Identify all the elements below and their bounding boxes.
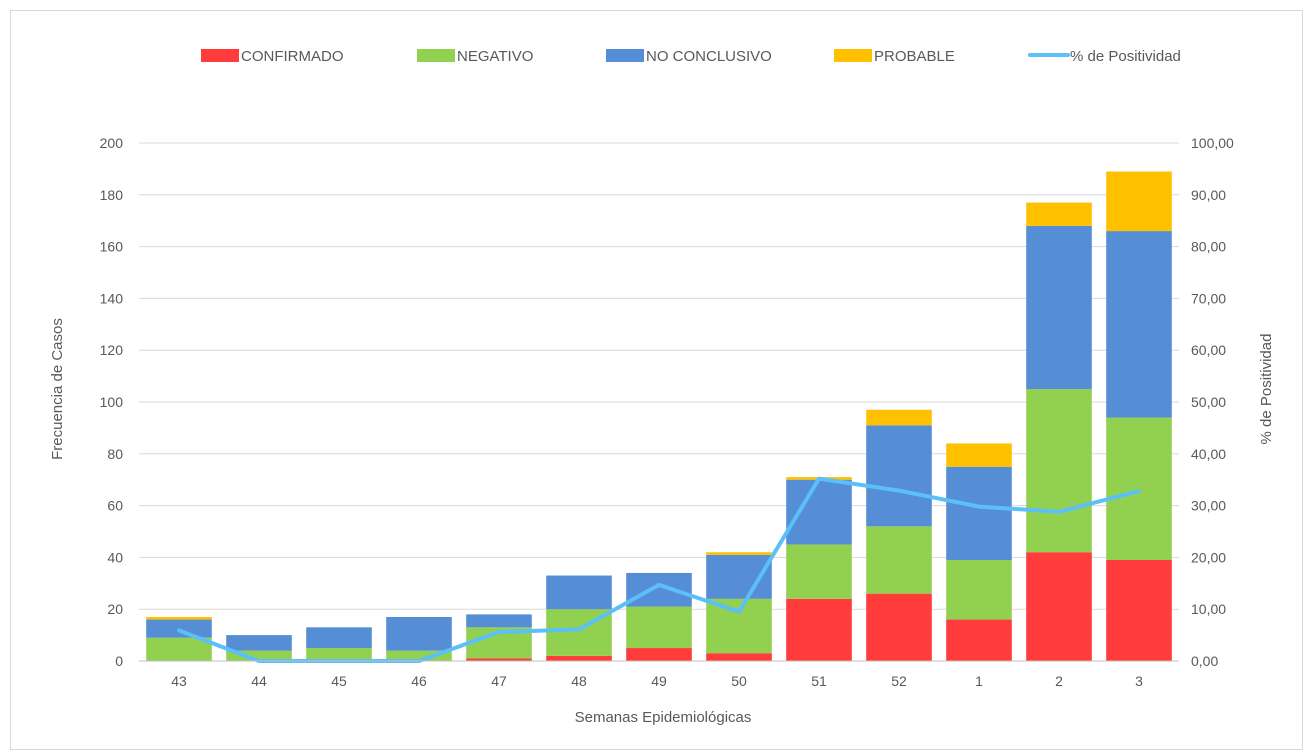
- x-tick-label: 46: [411, 673, 427, 689]
- bar-probable-3: [1106, 171, 1172, 232]
- y2-tick-label: 30,00: [1191, 498, 1226, 514]
- y-tick-label: 180: [100, 187, 124, 203]
- bar-confirmado-51: [786, 598, 852, 661]
- legend-swatch: [834, 49, 872, 62]
- bars: [146, 171, 1172, 661]
- legend-label: CONFIRMADO: [241, 48, 344, 65]
- bar-confirmado-52: [866, 593, 932, 661]
- y-tick-label: 0: [115, 653, 123, 669]
- x-axis-label: Semanas Epidemiológicas: [575, 709, 752, 726]
- bar-no-conclusivo-47: [466, 614, 532, 628]
- bar-no-conclusivo-52: [866, 425, 932, 527]
- x-tick-label: 3: [1135, 673, 1143, 689]
- x-tick-label: 1: [975, 673, 983, 689]
- bar-no-conclusivo-2: [1026, 225, 1092, 390]
- bar-negativo-1: [946, 559, 1012, 620]
- y-tick-label: 100: [100, 394, 124, 410]
- y-tick-label: 120: [100, 342, 124, 358]
- axes: 0 0,00 20 10,00 40 20,00 60 30,00 80 40,00 100 50,0…: [100, 135, 1234, 689]
- y2-tick-label: 0,00: [1191, 653, 1218, 669]
- y-tick-label: 60: [107, 498, 123, 514]
- y2-tick-label: 70,00: [1191, 290, 1226, 306]
- y2-axis-label: % de Positividad: [1258, 334, 1275, 445]
- bar-negativo-2: [1026, 389, 1092, 553]
- y-axis-label: Frecuencia de Casos: [49, 318, 66, 460]
- y-tick-label: 160: [100, 239, 124, 255]
- bar-probable-43: [146, 616, 212, 620]
- y2-tick-label: 40,00: [1191, 446, 1226, 462]
- bar-negativo-46: [386, 650, 452, 661]
- bar-confirmado-49: [626, 648, 692, 661]
- x-tick-label: 52: [891, 673, 907, 689]
- x-tick-label: 51: [811, 673, 827, 689]
- bar-negativo-51: [786, 544, 852, 599]
- bar-negativo-52: [866, 526, 932, 594]
- bar-confirmado-1: [946, 619, 1012, 661]
- bar-no-conclusivo-45: [306, 627, 372, 649]
- gridlines: [139, 142, 1179, 662]
- y-tick-label: 140: [100, 290, 124, 306]
- legend-swatch: [606, 49, 644, 62]
- x-tick-label: 43: [171, 673, 187, 689]
- legend-label: NO CONCLUSIVO: [646, 48, 772, 65]
- y-tick-label: 200: [100, 135, 124, 151]
- x-tick-label: 45: [331, 673, 347, 689]
- y2-tick-label: 60,00: [1191, 342, 1226, 358]
- bar-no-conclusivo-44: [226, 635, 292, 651]
- bar-no-conclusivo-51: [786, 479, 852, 545]
- y2-tick-label: 80,00: [1191, 239, 1226, 255]
- y2-tick-label: 50,00: [1191, 394, 1226, 410]
- chart-frame: 0 0,00 20 10,00 40 20,00 60 30,00 80 40,00 100 50,0…: [10, 10, 1303, 750]
- bar-negativo-49: [626, 606, 692, 649]
- legend: CONFIRMADO NEGATIVO NO CONCLUSIVO PROBABLE%…: [201, 48, 1181, 65]
- x-tick-label: 2: [1055, 673, 1063, 689]
- x-tick-label: 48: [571, 673, 587, 689]
- x-tick-label: 49: [651, 673, 667, 689]
- bar-confirmado-2: [1026, 552, 1092, 661]
- bar-no-conclusivo-3: [1106, 231, 1172, 418]
- y2-tick-label: 100,00: [1191, 135, 1234, 151]
- chart: 0 0,00 20 10,00 40 20,00 60 30,00 80 40,00 100 50,0…: [49, 48, 1275, 726]
- y2-tick-label: 10,00: [1191, 601, 1226, 617]
- y2-tick-label: 20,00: [1191, 549, 1226, 565]
- y2-tick-label: 90,00: [1191, 187, 1226, 203]
- bar-confirmado-50: [706, 653, 772, 661]
- bar-confirmado-47: [466, 658, 532, 661]
- y-tick-label: 20: [107, 601, 123, 617]
- bar-negativo-43: [146, 637, 212, 661]
- y-tick-label: 40: [107, 549, 123, 565]
- bar-no-conclusivo-49: [626, 572, 692, 607]
- bar-negativo-50: [706, 598, 772, 654]
- bar-confirmado-3: [1106, 559, 1172, 661]
- bar-negativo-45: [306, 648, 372, 661]
- bar-negativo-3: [1106, 417, 1172, 560]
- bar-no-conclusivo-48: [546, 575, 612, 610]
- bar-probable-1: [946, 443, 1012, 467]
- legend-swatch: [417, 49, 455, 62]
- legend-label: % de Positividad: [1070, 48, 1181, 65]
- legend-label: PROBABLE: [874, 48, 955, 65]
- bar-probable-52: [866, 409, 932, 426]
- bar-probable-2: [1026, 202, 1092, 226]
- bar-negativo-44: [226, 650, 292, 661]
- legend-swatch: [201, 49, 239, 62]
- legend-label: NEGATIVO: [457, 48, 533, 65]
- x-tick-label: 47: [491, 673, 507, 689]
- bar-confirmado-48: [546, 655, 612, 661]
- bar-no-conclusivo-1: [946, 466, 1012, 560]
- y-tick-label: 80: [107, 446, 123, 462]
- x-tick-label: 44: [251, 673, 267, 689]
- bar-probable-50: [706, 552, 772, 555]
- x-tick-label: 50: [731, 673, 747, 689]
- bar-no-conclusivo-46: [386, 616, 452, 651]
